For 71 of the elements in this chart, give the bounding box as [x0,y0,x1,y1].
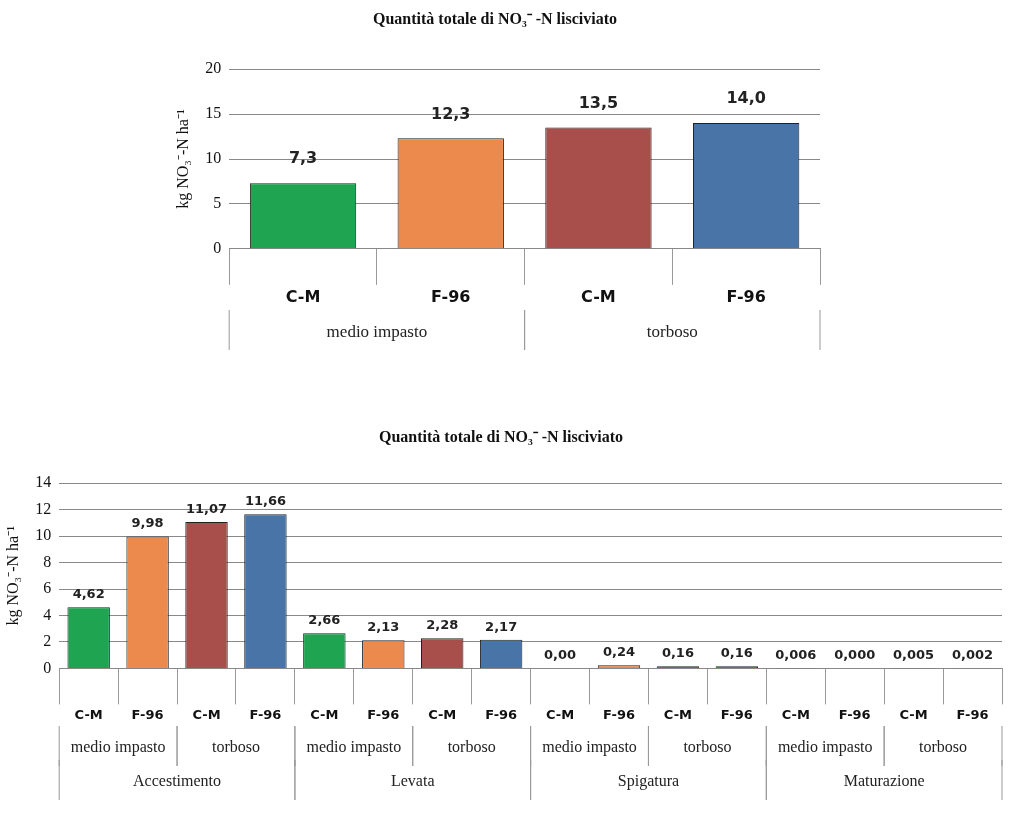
y-tick-label: 10 [205,149,222,167]
x-tick-label: F-96 [838,706,871,722]
text: medio impasto [306,738,402,757]
y-tick-label: 2 [43,632,52,650]
x-tick-label: F-96 [720,706,753,722]
data-label: 11,07 [185,500,228,516]
text: torboso [447,738,496,756]
y-tick-label: 10 [35,526,52,544]
x-tick-label: F-96 [249,706,282,722]
y-tick-label: 8 [43,552,52,570]
y-tick-label: 5 [213,194,222,212]
x-tick-label: C-M [581,286,616,306]
x-tick-label: F-96 [726,286,766,306]
y-tick-label: 12 [35,499,52,517]
y-axis-title: kg NO₃⁻-N ha⁻¹ [173,109,192,209]
text: torboso [211,738,260,756]
data-label: 9,98 [131,515,164,531]
y-tick-label: 15 [205,104,222,122]
x-tick-label: C-M [192,706,221,722]
data-label: 13,5 [578,92,619,112]
y-tick-label: 6 [43,579,52,597]
text: Spigatura [617,772,680,791]
x-tick-label: F-96 [131,706,164,722]
text: Maturazione [843,772,925,790]
x-tick-label: C-M [310,706,339,722]
x-tick-label: F-96 [367,706,400,722]
x-tick-label: C-M [663,706,692,722]
data-label: 4,62 [72,586,105,602]
data-label: 2,13 [367,619,400,635]
data-label: 0,006 [775,647,817,663]
x-tick-label: F-96 [431,286,471,306]
x-tick-label: F-96 [485,706,518,722]
text: Levata [390,772,435,790]
chart-title: Quantità totale di NO₃⁻ -N lisciviato [378,427,624,445]
y-tick-label: 14 [35,473,52,491]
text: medio impasto [777,738,873,757]
text: medio impasto [326,321,428,341]
y-axis-title: kg NO₃⁻-N ha⁻¹ [3,525,22,626]
text: torboso [919,738,968,756]
text: medio impasto [70,738,166,757]
data-label: 12,3 [431,103,471,123]
data-label: 7,3 [288,148,318,168]
x-tick-label: C-M [899,706,928,722]
y-tick-label: 0 [213,239,222,256]
data-label: 2,28 [426,617,459,633]
text: medio impasto [542,738,637,757]
data-label: 11,66 [244,493,286,509]
data-label: 2,66 [308,612,341,628]
y-tick-label: 4 [43,605,52,623]
y-tick-label: 20 [205,59,222,77]
text: torboso [646,321,698,341]
data-label: 2,17 [485,618,518,634]
x-tick-label: F-96 [956,706,989,722]
y-tick-label: 0 [43,658,52,676]
x-tick-label: F-96 [603,706,635,722]
x-tick-label: C-M [285,286,321,306]
text: torboso [683,738,732,756]
data-label: 0,24 [602,644,636,660]
data-label: 0,005 [893,647,935,663]
chart-title: Quantità totale di NO₃⁻ -N lisciviato [372,9,618,27]
x-tick-label: C-M [428,706,457,722]
text: Accestimento [133,772,222,790]
data-label: 14,0 [726,88,766,108]
data-label: 0,16 [720,645,753,661]
x-tick-label: C-M [781,706,810,722]
data-label: 0,002 [951,647,994,663]
data-label: 0,16 [661,645,694,661]
data-label: 0,000 [834,647,876,663]
x-tick-label: C-M [545,706,575,722]
data-label: 0,00 [544,647,577,663]
x-tick-label: C-M [74,706,103,722]
